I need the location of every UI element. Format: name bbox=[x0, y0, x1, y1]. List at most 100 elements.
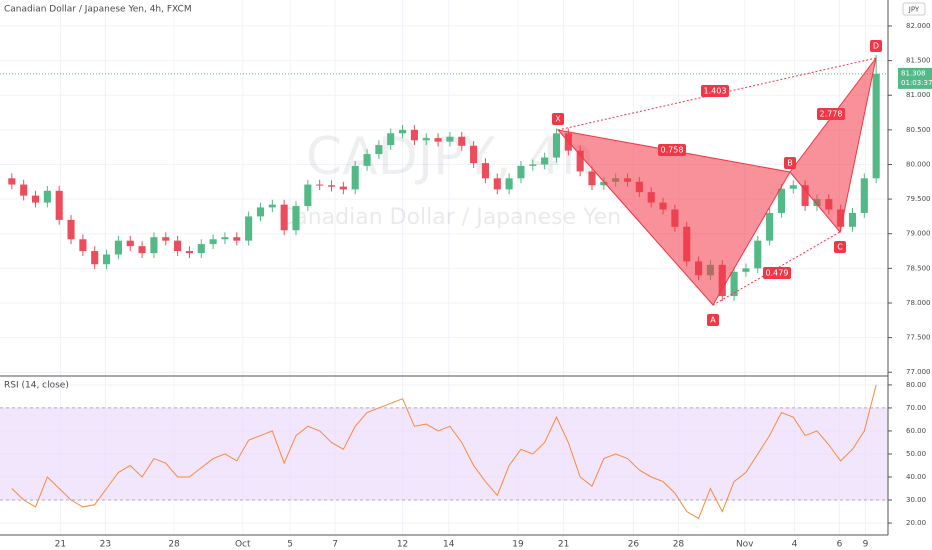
y-tick-label: 78.000 bbox=[906, 299, 931, 307]
y-tick-label: 40.00 bbox=[906, 473, 926, 481]
y-tick-label: 20.00 bbox=[906, 519, 926, 527]
y-tick-label: 50.00 bbox=[906, 450, 926, 458]
candle-body bbox=[505, 178, 513, 190]
pattern-point-box bbox=[707, 314, 719, 326]
x-tick-label: 6 bbox=[837, 540, 843, 550]
candle-body bbox=[872, 73, 880, 179]
y-tick-label: 79.000 bbox=[906, 230, 931, 238]
pattern-point-box bbox=[834, 241, 846, 253]
candle-body bbox=[375, 145, 383, 155]
candle-body bbox=[327, 185, 336, 187]
y-tick-label: 80.500 bbox=[906, 126, 931, 134]
x-tick-label: 7 bbox=[332, 540, 338, 550]
x-tick-label: 5 bbox=[287, 540, 293, 550]
x-tick-label: 23 bbox=[100, 540, 111, 550]
candle-body bbox=[541, 157, 549, 165]
y-tick-label: 81.000 bbox=[906, 91, 931, 99]
candle-body bbox=[304, 184, 312, 207]
watermark-subtitle: Canadian Dollar / Japanese Yen bbox=[279, 205, 621, 230]
y-tick-label: 78.500 bbox=[906, 264, 931, 272]
pattern-ratio-box bbox=[817, 108, 845, 120]
currency[interactable]: JPY bbox=[908, 6, 920, 14]
pattern-point-label: A bbox=[710, 316, 716, 325]
candle-body bbox=[31, 195, 40, 203]
candle-body bbox=[185, 251, 193, 254]
candle-body bbox=[245, 216, 253, 241]
candle-body bbox=[43, 190, 51, 203]
x-tick-label: 28 bbox=[673, 540, 685, 550]
pattern-point-box bbox=[870, 40, 882, 52]
y-tick-label: 79.500 bbox=[906, 195, 931, 203]
pattern-ratio-label: 0.758 bbox=[661, 146, 684, 155]
y-tick-label: 81.500 bbox=[906, 57, 931, 65]
candle-body bbox=[387, 133, 395, 146]
pattern-point-label: C bbox=[837, 243, 843, 252]
candle-body bbox=[399, 129, 407, 134]
candle-body bbox=[150, 237, 158, 254]
candle-body bbox=[529, 164, 537, 166]
rsi-band bbox=[0, 407, 888, 501]
y-tick-label: 77.500 bbox=[906, 334, 931, 342]
last-price-badge bbox=[898, 67, 932, 89]
candle-body bbox=[126, 240, 134, 247]
x-tick-label: 28 bbox=[168, 540, 180, 550]
candle-body bbox=[363, 154, 371, 166]
pattern-ratio-label: 0.479 bbox=[766, 269, 789, 278]
candle-body bbox=[742, 268, 750, 272]
candle-body bbox=[20, 184, 28, 196]
harmonic-pattern: X A B C D 0.758 0.479 1.403 2.778 bbox=[552, 40, 882, 326]
candle-body bbox=[103, 254, 111, 265]
pattern-ratio-label: 1.403 bbox=[704, 87, 727, 96]
rsi-line bbox=[11, 384, 877, 520]
candle-body bbox=[493, 178, 501, 190]
candle-body bbox=[481, 163, 489, 179]
candle-body bbox=[517, 165, 525, 179]
candle-body bbox=[292, 206, 300, 231]
candle-body bbox=[339, 186, 347, 190]
candle-body bbox=[209, 239, 217, 245]
candle-body bbox=[268, 204, 276, 208]
x-tick-label: 21 bbox=[55, 540, 66, 550]
plot bbox=[0, 55, 888, 520]
y-tick-label: 82.000 bbox=[906, 22, 931, 30]
candle-body bbox=[470, 145, 478, 164]
candle-body bbox=[221, 237, 229, 240]
y-tick-label: 77.000 bbox=[906, 368, 931, 376]
y-tick-label: 30.00 bbox=[906, 496, 926, 504]
countdown-label: 01:03:37 bbox=[901, 79, 932, 87]
candle-body bbox=[138, 246, 146, 254]
candle-body bbox=[576, 150, 584, 172]
candle-body bbox=[754, 240, 762, 269]
candle-body bbox=[174, 240, 182, 252]
x-tick-label: 12 bbox=[397, 540, 408, 550]
y-tick-label: 60.00 bbox=[906, 427, 926, 435]
pattern-ratio-label: 2.778 bbox=[820, 110, 843, 119]
candle-body bbox=[860, 178, 868, 213]
candle-body bbox=[197, 244, 205, 254]
candle-body bbox=[91, 251, 99, 265]
pattern-point-label: B bbox=[787, 159, 793, 168]
candle-body bbox=[233, 237, 241, 241]
candle-body bbox=[280, 204, 288, 231]
pattern-point-box bbox=[552, 113, 564, 125]
candle-body bbox=[422, 138, 430, 141]
candle-body bbox=[848, 212, 857, 227]
x-tick-label: Oct bbox=[235, 540, 251, 550]
pattern-ratio-box bbox=[763, 267, 791, 279]
candle-body bbox=[410, 129, 418, 141]
x-tick-label: 4 bbox=[792, 540, 798, 550]
candle-body bbox=[256, 207, 265, 217]
candle-body bbox=[67, 219, 75, 240]
candle-body bbox=[600, 181, 608, 186]
last-price-label: 81.308 bbox=[901, 69, 926, 77]
currency-box[interactable] bbox=[902, 2, 926, 16]
x-tick-label: 9 bbox=[863, 540, 869, 550]
y-tick-label: 80.000 bbox=[906, 160, 931, 168]
candle-body bbox=[434, 138, 442, 142]
y-tick-label: 70.00 bbox=[906, 404, 926, 412]
candle-body bbox=[79, 239, 87, 252]
pattern-ratio-box bbox=[701, 85, 729, 97]
pattern-point-label: X bbox=[555, 115, 561, 124]
candle-body bbox=[8, 178, 16, 185]
